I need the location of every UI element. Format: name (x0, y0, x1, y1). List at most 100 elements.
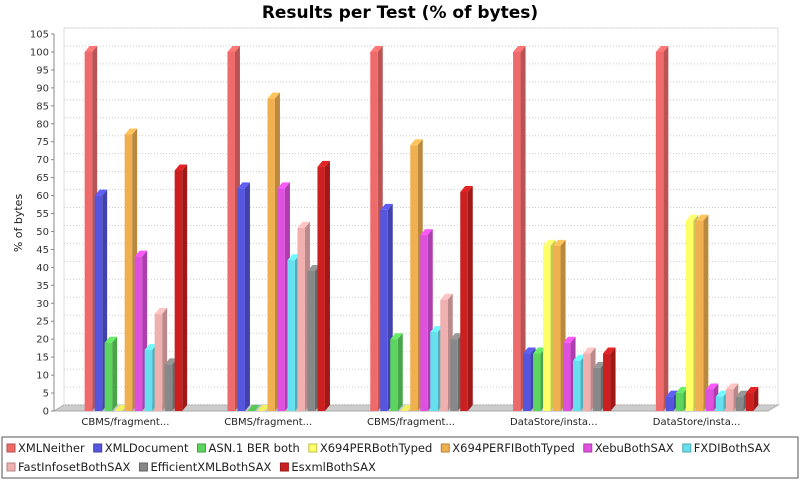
x-category-label: DataStore/insta... (510, 417, 598, 428)
bar-side (703, 214, 709, 411)
y-tick-label: 65 (36, 173, 49, 184)
bar-front (410, 145, 418, 412)
bar-front (533, 353, 541, 411)
bar-front (553, 245, 561, 411)
bar-front (104, 342, 113, 411)
legend: XMLNeither XMLDocument ASN.1 BER both X694P… (1, 436, 799, 479)
bar-group (227, 45, 330, 411)
bar-front (715, 396, 724, 411)
bar-top (247, 405, 260, 411)
bar-group (84, 45, 188, 412)
legend-item: FastInfosetBothSAX (6, 460, 131, 474)
bar-front (420, 235, 428, 411)
bar-front (297, 227, 305, 411)
bar-front (390, 339, 398, 411)
x-category-label: DataStore/insta... (653, 417, 741, 428)
bar-side (244, 182, 250, 411)
bar-front (685, 220, 694, 411)
bar-top (420, 229, 433, 236)
bar-top (735, 390, 749, 397)
chart-title: Results per Test (% of bytes) (262, 3, 538, 23)
legend-item: EfficientXMLBothSAX (138, 460, 272, 474)
legend-label: EsxmlBothSAX (291, 460, 376, 474)
bar-top (277, 182, 290, 189)
x-axis-category-labels: CBMS/fragment... CBMS/fragment... CBMS/fra… (81, 417, 740, 428)
bar-front (277, 188, 285, 411)
bar-front (94, 195, 103, 411)
bar-top (134, 250, 148, 257)
legend-swatch (138, 462, 148, 472)
bar-top (593, 361, 606, 368)
legend-swatch (196, 443, 206, 453)
bar-front (370, 51, 378, 411)
x-category-label: CBMS/fragment... (224, 417, 312, 428)
bar-top (410, 139, 423, 146)
bar-top (715, 390, 729, 397)
bar-top (563, 336, 576, 343)
bar-side (467, 185, 473, 411)
bar-top (174, 164, 188, 171)
bar-front (655, 51, 664, 411)
bar-group (655, 45, 759, 411)
legend-swatch (583, 443, 593, 453)
y-tick-label: 100 (30, 47, 49, 58)
legend-item: EsxmlBothSAX (279, 460, 376, 474)
bar-front (665, 396, 674, 411)
y-tick-label: 70 (36, 155, 49, 166)
bar-top (257, 405, 270, 411)
bar-front (174, 170, 183, 411)
y-tick-label: 55 (36, 209, 49, 220)
y-axis-ticks: 0 5 10 15 20 25 30 35 40 45 50 55 60 65 70 75 80 85 90 95 10… (30, 30, 54, 418)
bar-front (593, 367, 601, 411)
bar (247, 405, 260, 411)
bar-front (745, 393, 754, 411)
legend-label: XMLDocument (105, 441, 189, 455)
bar (237, 182, 250, 411)
bar-front (164, 364, 173, 411)
bar-front (603, 353, 611, 411)
legend-swatch (6, 443, 16, 453)
bar-front (267, 98, 275, 411)
bar-top (543, 239, 556, 246)
bar-front (460, 191, 468, 411)
y-tick-label: 105 (30, 30, 49, 41)
bar-top (400, 405, 413, 411)
x-category-label: CBMS/fragment... (81, 417, 169, 428)
bar (745, 387, 759, 411)
bar-front (583, 353, 591, 411)
bar-top (317, 160, 330, 167)
bar-top (695, 214, 709, 221)
y-tick-label: 10 (36, 371, 49, 382)
y-tick-label: 50 (36, 227, 49, 238)
bar-top (307, 264, 320, 271)
bar-top (533, 347, 546, 354)
bar-front (227, 51, 235, 411)
bar (104, 336, 118, 411)
legend-label: XebuBothSAX (595, 441, 674, 455)
bar-front (430, 332, 438, 411)
bars (84, 45, 759, 412)
legend-label: FastInfosetBothSAX (18, 460, 131, 474)
legend-swatch (279, 462, 289, 472)
bar-front (124, 134, 133, 412)
bar (655, 45, 669, 411)
bar-front (543, 245, 551, 411)
bar-front (380, 209, 388, 411)
bar-top (583, 347, 596, 354)
bar-front (307, 270, 315, 411)
y-tick-label: 0 (43, 407, 49, 418)
y-tick-label: 20 (36, 335, 49, 346)
bar (317, 160, 330, 411)
bar-top (675, 387, 689, 394)
bar-top (725, 383, 739, 390)
bar-front (84, 51, 93, 411)
bar-front (695, 220, 704, 411)
y-tick-label: 85 (36, 101, 49, 112)
legend-border (1, 436, 799, 479)
y-tick-label: 15 (36, 353, 49, 364)
legend-swatch (6, 462, 16, 472)
bar-front (523, 353, 531, 411)
bar (460, 185, 473, 411)
legend-item: XMLDocument (93, 441, 189, 455)
